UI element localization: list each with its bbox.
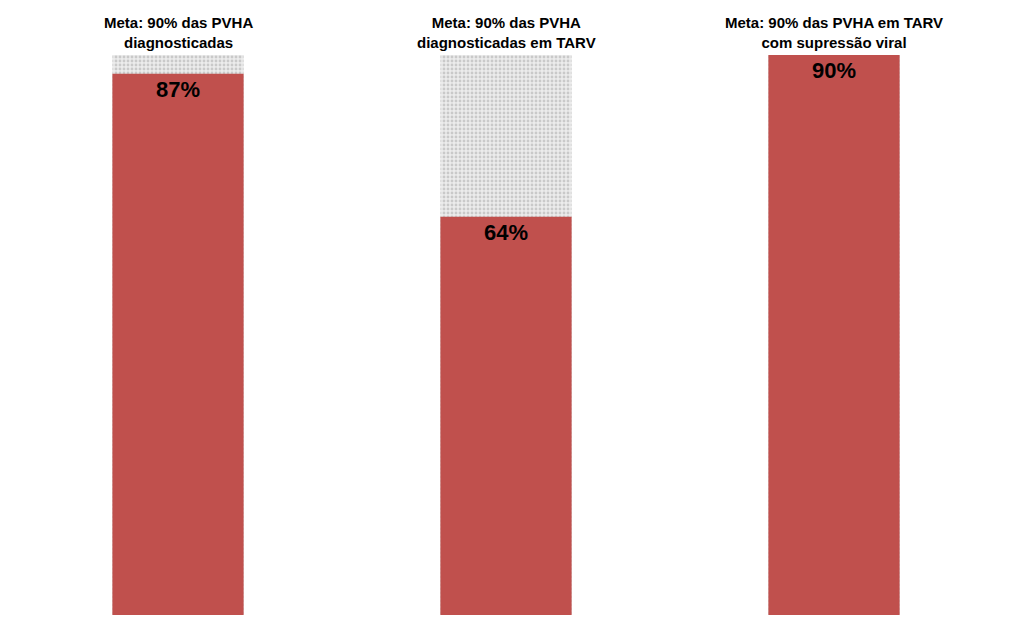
svg-text:Meta: 90% das PVHAdiagnosticad: Meta: 90% das PVHAdiagnosticadas em TARV [417, 14, 596, 51]
svg-text:Meta: 90% das PVHA em TARVcom: Meta: 90% das PVHA em TARVcom supressão … [725, 14, 943, 51]
svg-text:87%: 87% [156, 77, 200, 102]
svg-text:64%: 64% [484, 220, 528, 245]
svg-text:Meta: 90% das PVHAdiagnosticad: Meta: 90% das PVHAdiagnosticadas [104, 14, 253, 51]
svg-text:90%: 90% [812, 58, 856, 83]
